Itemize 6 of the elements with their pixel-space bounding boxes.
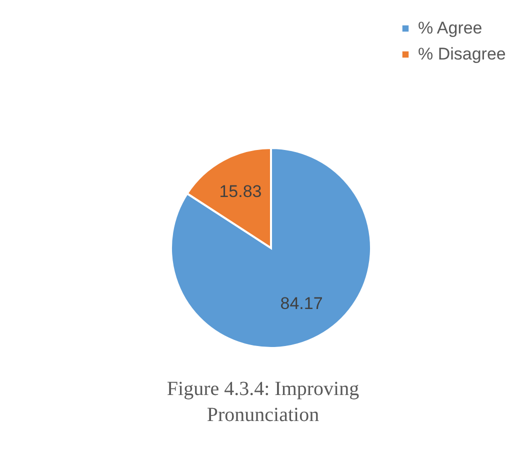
- pie-slice: [170, 147, 372, 349]
- text: Figure 4.3.4: Improving Pronunciation: [166, 378, 360, 426]
- legend-label: % Agree: [418, 18, 482, 38]
- data-label: 84.17: [280, 294, 323, 314]
- legend-label: % Disagree: [418, 44, 506, 64]
- data-label: 15.83: [219, 182, 262, 201]
